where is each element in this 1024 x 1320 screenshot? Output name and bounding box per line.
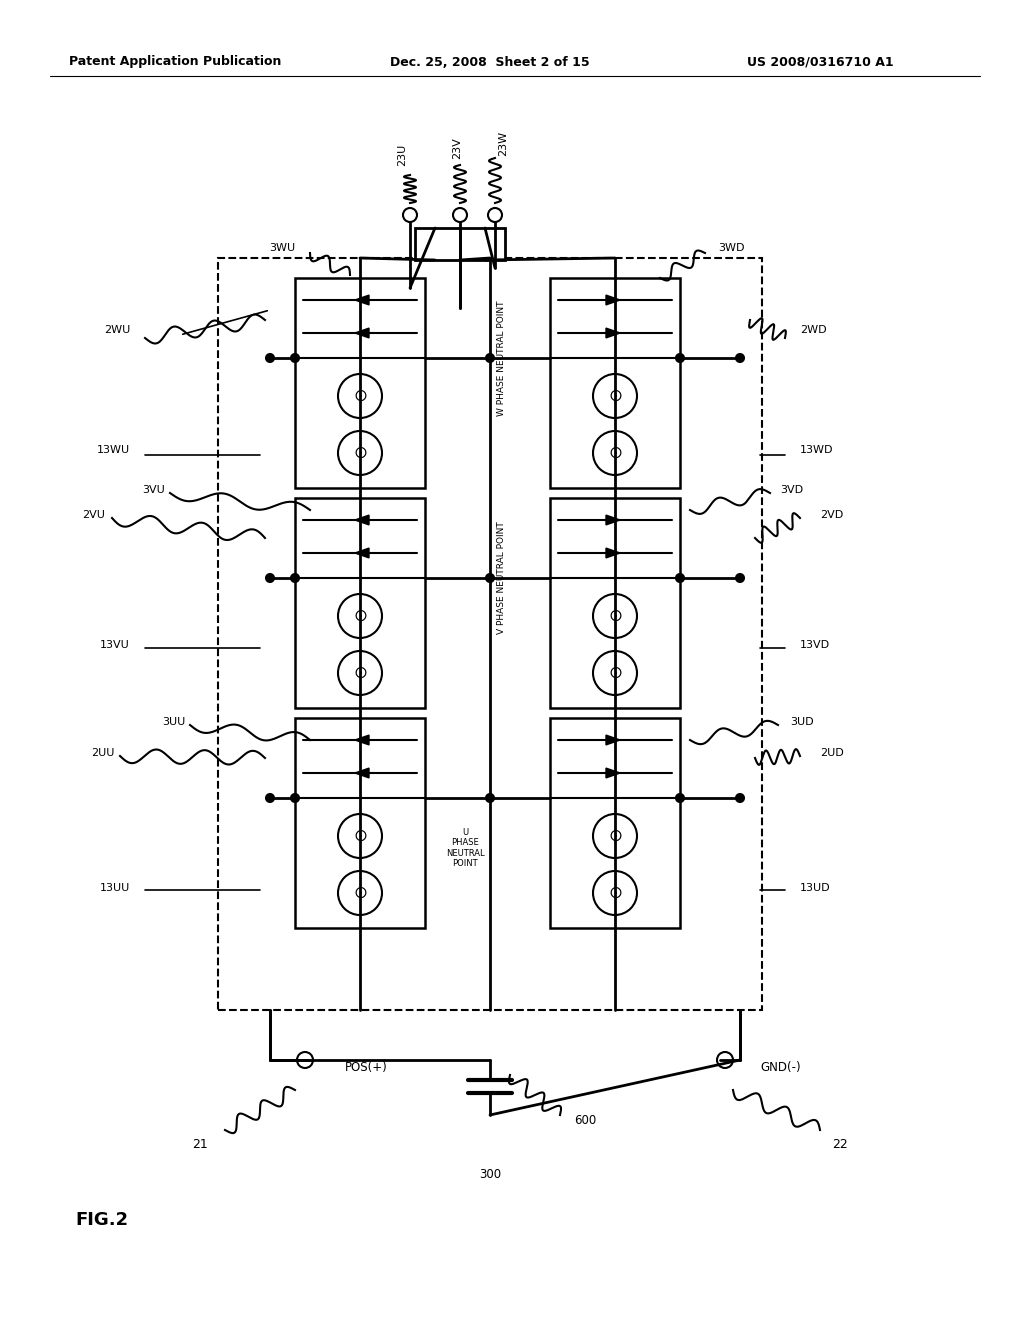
Text: 600: 600: [573, 1114, 596, 1126]
Text: 2UU: 2UU: [91, 748, 115, 758]
Circle shape: [593, 432, 637, 475]
Text: ⊙: ⊙: [353, 884, 367, 902]
Bar: [550, 279, 680, 488]
Bar: [550, 498, 680, 708]
Circle shape: [291, 795, 299, 803]
Polygon shape: [355, 515, 369, 525]
Circle shape: [676, 354, 684, 362]
Text: 23W: 23W: [498, 131, 508, 156]
Circle shape: [338, 814, 382, 858]
Text: 2UD: 2UD: [820, 748, 844, 758]
Text: Patent Application Publication: Patent Application Publication: [69, 55, 282, 69]
Circle shape: [736, 354, 744, 362]
Text: ⊙: ⊙: [353, 664, 367, 682]
Text: ⊙: ⊙: [353, 444, 367, 462]
Text: 3VU: 3VU: [142, 484, 165, 495]
Text: 2VU: 2VU: [82, 510, 105, 520]
Circle shape: [736, 795, 744, 803]
Text: ⊙: ⊙: [608, 607, 622, 624]
Bar: [295, 279, 425, 488]
Bar: [295, 498, 425, 708]
Polygon shape: [606, 735, 620, 744]
Text: 13VU: 13VU: [100, 640, 130, 649]
Text: 13UU: 13UU: [99, 883, 130, 894]
Polygon shape: [606, 548, 620, 558]
Circle shape: [488, 209, 502, 222]
Circle shape: [266, 354, 274, 362]
Text: 300: 300: [479, 1168, 501, 1181]
Circle shape: [266, 574, 274, 582]
Circle shape: [717, 1052, 733, 1068]
Circle shape: [453, 209, 467, 222]
Text: 23U: 23U: [397, 144, 407, 166]
Text: FIG.2: FIG.2: [75, 1210, 128, 1229]
Text: 2WD: 2WD: [800, 325, 826, 335]
Circle shape: [676, 795, 684, 803]
Text: 3UD: 3UD: [790, 717, 814, 727]
Circle shape: [593, 871, 637, 915]
Text: ⊙: ⊙: [608, 664, 622, 682]
Polygon shape: [355, 768, 369, 777]
Circle shape: [486, 795, 494, 803]
Text: GND(-): GND(-): [760, 1061, 801, 1074]
Text: ⊙: ⊙: [353, 607, 367, 624]
Circle shape: [291, 354, 299, 362]
Circle shape: [486, 354, 494, 362]
Circle shape: [338, 432, 382, 475]
Circle shape: [593, 651, 637, 696]
Text: 3WU: 3WU: [269, 243, 295, 253]
Polygon shape: [355, 329, 369, 338]
Circle shape: [736, 574, 744, 582]
Polygon shape: [355, 735, 369, 744]
Text: 13WU: 13WU: [97, 445, 130, 455]
Circle shape: [291, 574, 299, 582]
Text: ⊙: ⊙: [353, 828, 367, 845]
Circle shape: [593, 374, 637, 418]
Text: 3VD: 3VD: [780, 484, 803, 495]
Polygon shape: [355, 548, 369, 558]
Text: 2VD: 2VD: [820, 510, 843, 520]
Text: 23V: 23V: [452, 137, 462, 158]
Text: Dec. 25, 2008  Sheet 2 of 15: Dec. 25, 2008 Sheet 2 of 15: [390, 55, 590, 69]
Text: W PHASE NEUTRAL POINT: W PHASE NEUTRAL POINT: [498, 300, 507, 416]
Circle shape: [338, 871, 382, 915]
Bar: [415, 228, 505, 260]
Circle shape: [266, 795, 274, 803]
Polygon shape: [606, 768, 620, 777]
Text: 3UU: 3UU: [162, 717, 185, 727]
Text: 13WD: 13WD: [800, 445, 834, 455]
Bar: [218, 257, 762, 1010]
Circle shape: [593, 814, 637, 858]
Polygon shape: [606, 515, 620, 525]
Text: U
PHASE
NEUTRAL
POINT: U PHASE NEUTRAL POINT: [445, 828, 484, 869]
Text: POS(+): POS(+): [345, 1061, 388, 1074]
Circle shape: [403, 209, 417, 222]
Text: ⊙: ⊙: [353, 387, 367, 405]
Text: ⊙: ⊙: [608, 444, 622, 462]
Text: 13VD: 13VD: [800, 640, 830, 649]
Circle shape: [338, 374, 382, 418]
Text: 3WD: 3WD: [718, 243, 744, 253]
Circle shape: [593, 594, 637, 638]
Polygon shape: [606, 329, 620, 338]
Circle shape: [338, 651, 382, 696]
Circle shape: [486, 574, 494, 582]
Circle shape: [297, 1052, 313, 1068]
Text: 21: 21: [193, 1138, 208, 1151]
Text: ⊙: ⊙: [608, 884, 622, 902]
Circle shape: [338, 594, 382, 638]
Bar: [550, 718, 680, 928]
Text: 2WU: 2WU: [103, 325, 130, 335]
Text: 13UD: 13UD: [800, 883, 830, 894]
Text: 22: 22: [833, 1138, 848, 1151]
Polygon shape: [606, 296, 620, 305]
Text: ⊙: ⊙: [608, 387, 622, 405]
Circle shape: [676, 574, 684, 582]
Text: ⊙: ⊙: [608, 828, 622, 845]
Text: V PHASE NEUTRAL POINT: V PHASE NEUTRAL POINT: [498, 521, 507, 635]
Text: US 2008/0316710 A1: US 2008/0316710 A1: [746, 55, 893, 69]
Polygon shape: [355, 296, 369, 305]
Bar: [295, 718, 425, 928]
